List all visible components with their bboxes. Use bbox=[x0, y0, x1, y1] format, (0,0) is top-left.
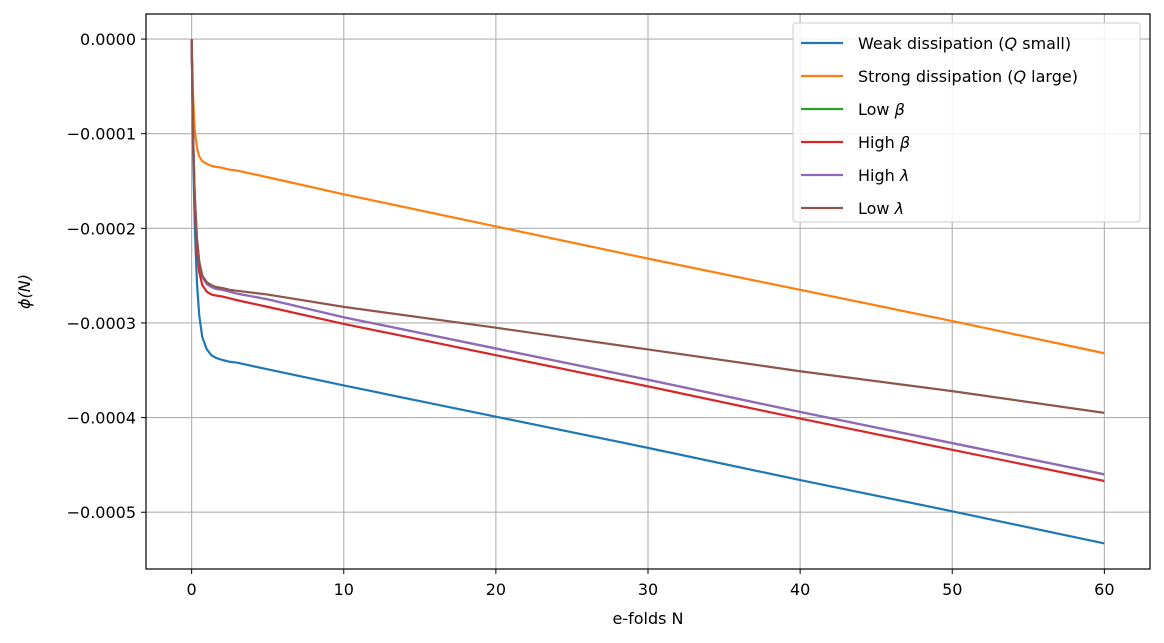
grid bbox=[146, 14, 1150, 569]
x-tick-label: 0 bbox=[187, 580, 197, 599]
x-tick-label: 50 bbox=[942, 580, 962, 599]
x-tick-label: 40 bbox=[790, 580, 810, 599]
legend-label: Low λ bbox=[858, 199, 904, 218]
y-axis-title: ϕ(N) bbox=[15, 274, 34, 309]
x-tick-label: 10 bbox=[334, 580, 354, 599]
y-tick-label: −0.0001 bbox=[67, 125, 136, 144]
y-tick-label: −0.0002 bbox=[67, 219, 136, 238]
x-tick-label: 60 bbox=[1094, 580, 1114, 599]
legend-label: Weak dissipation (Q small) bbox=[858, 34, 1071, 53]
series-line bbox=[190, 39, 1105, 414]
series-line bbox=[190, 39, 1105, 545]
x-tick-label: 20 bbox=[486, 580, 506, 599]
plot-lines bbox=[190, 39, 1105, 545]
y-tick-label: −0.0004 bbox=[67, 409, 136, 428]
y-tick-label: 0.0000 bbox=[80, 30, 136, 49]
legend-label: Strong dissipation (Q large) bbox=[858, 67, 1078, 86]
legend-label: High λ bbox=[858, 166, 909, 185]
legend-box bbox=[792, 22, 1141, 223]
x-tick-label: 30 bbox=[638, 580, 658, 599]
legend-label: High β bbox=[858, 133, 910, 152]
y-tick-label: −0.0003 bbox=[67, 314, 136, 333]
axis-ticks: 0 10 20 30 40 50 60 0.0000 −0.0001 −0.0002 −0.0003… bbox=[67, 30, 1115, 599]
series-line bbox=[190, 39, 1105, 355]
x-axis-title: e-folds N bbox=[612, 609, 683, 628]
legend: Weak dissipation (Q small) Strong dissipa… bbox=[792, 22, 1141, 223]
legend-label: Low β bbox=[858, 100, 905, 119]
y-tick-label: −0.0005 bbox=[67, 503, 136, 522]
